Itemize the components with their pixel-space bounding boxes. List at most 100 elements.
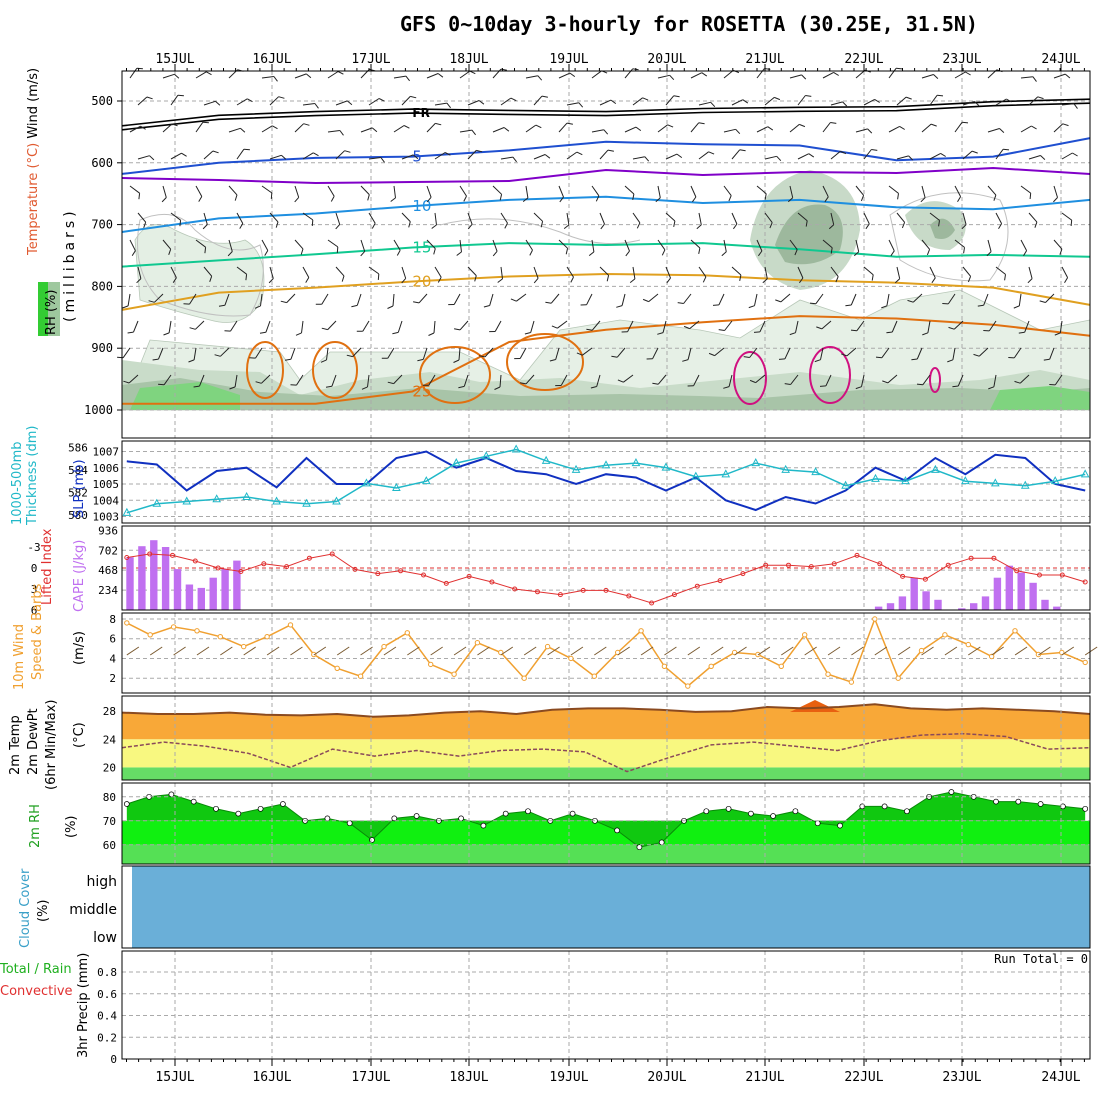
wind-barb-flag (380, 157, 385, 163)
wind-barb (954, 122, 963, 133)
wind-barb (962, 212, 967, 225)
wind-barb-flag (881, 305, 888, 309)
cloud-label: Cloud Cover (18, 868, 33, 948)
wind-barb (128, 374, 139, 384)
wind-barb (921, 74, 934, 79)
wind-barb (830, 101, 843, 106)
wind-barb (929, 95, 938, 106)
wind10-barb (991, 646, 1004, 656)
wind-barb-flag (177, 94, 184, 97)
wind-barb-flag (673, 220, 676, 227)
contour-30-loop (809, 346, 851, 404)
wind10-barb (430, 646, 443, 656)
wind-barb-flag (545, 301, 552, 304)
wind-barb-flag (270, 192, 273, 199)
wind-barb-flag (453, 359, 460, 363)
wind-barb (195, 185, 203, 197)
wind-barb-flag (522, 197, 529, 202)
wind-barb-flag (152, 358, 159, 361)
wind-barb (525, 374, 535, 385)
wind10-barb (874, 646, 888, 656)
wind-barb-flag (805, 220, 808, 227)
wind-barb (158, 347, 164, 360)
wind-barb-flag (611, 355, 618, 358)
wind-barb-flag (387, 305, 394, 309)
panel-cloud-cover-frame (121, 865, 1091, 949)
wind-barb (356, 293, 362, 306)
precip-tick-0.4: 0.4 (97, 1010, 117, 1023)
rh-point (480, 822, 487, 829)
wind10-barb (360, 646, 373, 656)
wind-barb (260, 293, 263, 306)
wind-barb (954, 185, 962, 197)
wind-barb (1061, 152, 1073, 160)
wind-barb (137, 266, 142, 279)
wind-barb-flag (776, 155, 782, 162)
cape-bar (209, 577, 217, 610)
wind-barb (1053, 73, 1066, 79)
lifted-point (306, 555, 312, 561)
thickness-point (242, 491, 251, 500)
wind10-barb (757, 646, 771, 656)
wind-barb (533, 95, 543, 106)
cape-bar (874, 606, 883, 610)
wind-barb-flag (952, 385, 959, 388)
wind-barb-flag (264, 250, 269, 256)
wind-barb-flag (247, 98, 253, 103)
wind-barb (492, 185, 502, 195)
rh-point (837, 822, 843, 829)
wind-barb-flag (403, 125, 410, 129)
wind-barb-flag (784, 383, 791, 385)
date-label-top: 19JUL (549, 52, 588, 67)
wind-barb-flag (710, 101, 716, 108)
wind-barb (648, 293, 659, 302)
wind-barb (499, 374, 502, 388)
wind-barb (657, 124, 668, 133)
contour-25-loop (246, 341, 284, 399)
wind-barb-flag (882, 380, 889, 384)
wind-barb (623, 374, 634, 383)
wind-barb-flag (1040, 155, 1046, 160)
wind-barb (393, 75, 406, 79)
wind-barb (459, 70, 471, 79)
wind-barb-flag (569, 72, 576, 78)
wind-barb (830, 151, 841, 160)
thickness-point (751, 458, 761, 467)
wind-barb (1053, 239, 1063, 250)
lifted-point (786, 562, 791, 568)
rh-point (748, 810, 754, 817)
wind-barb (690, 122, 700, 133)
wind-barb (368, 212, 376, 224)
cape-bar (1041, 599, 1049, 610)
wind-barb (962, 101, 975, 106)
wind-barb (525, 185, 529, 198)
wind10-point (872, 616, 878, 622)
wind-barb (1020, 125, 1032, 133)
wind-barb-flag (189, 327, 196, 330)
date-label-bottom: 18JUL (449, 1070, 488, 1085)
temp-tick-28: 28 (103, 705, 116, 718)
wind-barb-flag (172, 277, 177, 283)
wind-barb-flag (683, 325, 690, 330)
wind-barb (133, 320, 139, 333)
wind-barb-flag (146, 96, 153, 100)
wind-barb-flag (537, 75, 543, 81)
wind-barb-flag (239, 223, 244, 229)
wind-barb-flag (840, 150, 847, 155)
wind-barb-flag (458, 385, 465, 389)
wind-barb (1020, 76, 1033, 79)
wind-barb (265, 320, 271, 333)
wind10-barb (477, 646, 490, 656)
wind-barb (362, 320, 370, 332)
wind-barb-flag (444, 152, 451, 156)
thickness-point (1050, 476, 1060, 485)
wind-barb (367, 374, 370, 387)
wind-barb (855, 185, 864, 196)
wind-barb-flag (533, 277, 539, 284)
wind-barb-flag (1023, 250, 1028, 256)
date-label-top: 24JUL (1041, 52, 1080, 67)
cape-bar (886, 603, 895, 610)
wind-barb-flag (544, 154, 551, 159)
wind-barb-flag (677, 302, 684, 304)
wind-barb-flag (652, 382, 659, 385)
